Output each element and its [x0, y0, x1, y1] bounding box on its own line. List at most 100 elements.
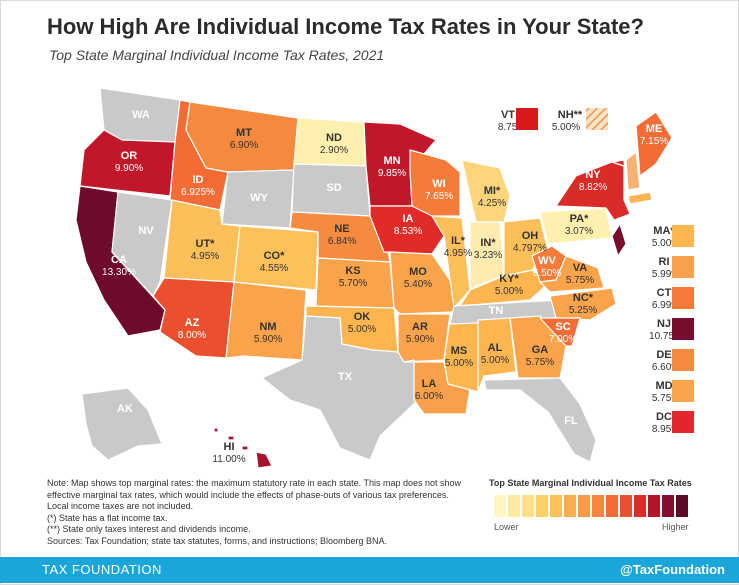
legend-swatch-4 [550, 495, 562, 517]
state-rate-co: 4.55% [260, 263, 288, 274]
legend-swatch-7 [592, 495, 604, 517]
state-SC[interactable] [539, 317, 581, 347]
state-label-wi: WI [432, 178, 445, 190]
page-subtitle: Top State Marginal Individual Income Tax… [49, 47, 385, 63]
sidebox-abbr-4: DE [656, 349, 671, 361]
callout-vt-abbr: VT [501, 109, 515, 121]
sidebox-rate-3: 10.75% [649, 331, 683, 342]
state-rate-wi: 7.65% [425, 191, 453, 202]
state-NM[interactable] [225, 281, 307, 361]
state-label-mo: MO [409, 266, 427, 278]
state-label-nd: ND [326, 132, 342, 144]
footer-bar: TAX FOUNDATION @TaxFoundation [0, 557, 739, 583]
state-IL[interactable] [431, 215, 471, 309]
state-NY[interactable] [555, 161, 631, 221]
state-NV[interactable] [111, 191, 173, 297]
state-label-wv: WV [538, 255, 556, 267]
state-rate-ok: 5.00% [348, 324, 376, 335]
state-AK[interactable] [81, 387, 163, 461]
legend-swatch-1 [508, 495, 520, 517]
legend-swatch-11 [648, 495, 660, 517]
callout-nh-abbr: NH** [558, 109, 583, 121]
state-label-az: AZ [185, 317, 200, 329]
state-VT[interactable] [611, 159, 627, 187]
state-MA[interactable] [627, 191, 653, 205]
state-label-fl: FL [564, 415, 578, 427]
state-rate-az: 8.00% [178, 330, 206, 341]
legend-swatch-6 [578, 495, 590, 517]
state-rate-ms: 5.00% [445, 358, 473, 369]
state-label-mt: MT [236, 127, 252, 139]
legend-swatch-5 [564, 495, 576, 517]
state-TX[interactable] [261, 315, 419, 461]
footer-brand[interactable]: TAX FOUNDATION [42, 562, 162, 577]
state-label-tx: TX [338, 371, 353, 383]
state-rate-al: 5.00% [481, 355, 509, 366]
state-HI[interactable] [255, 451, 273, 469]
state-label-ms: MS [451, 345, 468, 357]
state-label-sc: SC [555, 321, 570, 333]
state-label-ne: NE [334, 223, 349, 235]
state-NC[interactable] [549, 287, 617, 321]
state-rate-la: 6.00% [415, 391, 443, 402]
sidebox-rate-0: 5.00% [652, 238, 680, 249]
state-rate-ky: 5.00% [495, 286, 523, 297]
state-label-tn: TN [489, 305, 504, 317]
state-label-ok: OK [354, 311, 371, 323]
legend-title: Top State Marginal Individual Income Tax… [489, 478, 692, 488]
footer-handle[interactable]: @TaxFoundation [620, 562, 725, 577]
state-NJ[interactable] [611, 223, 627, 257]
state-label-ga: GA [532, 344, 549, 356]
state-rate-ga: 5.75% [526, 357, 554, 368]
sidebox-swatch-6 [672, 411, 694, 433]
state-rate-pa: 3.07% [565, 226, 593, 237]
state-AL[interactable] [477, 317, 517, 393]
legend-swatch-10 [634, 495, 646, 517]
sidebox-swatch-4 [672, 349, 694, 371]
state-FL[interactable] [483, 377, 597, 463]
state-label-co: CO* [264, 250, 286, 262]
note-interest: (**) State only taxes interest and divid… [47, 524, 251, 534]
state-rate-mn: 9.85% [378, 168, 406, 179]
note-flat: (*) State has a flat income tax. [47, 512, 168, 523]
state-rate-hi: 11.00% [212, 454, 245, 465]
legend-swatch-0 [494, 495, 506, 517]
state-NH[interactable] [625, 151, 641, 191]
sidebox-swatch-3 [672, 318, 694, 340]
state-label-or: OR [121, 150, 138, 162]
state-CO[interactable] [233, 225, 319, 291]
state-rate-nm: 5.90% [254, 334, 282, 345]
state-rate-ca: 13.30% [102, 267, 136, 278]
state-label-ca: CA [111, 254, 127, 266]
state-rate-in: 3.23% [474, 250, 502, 261]
callout-nh-swatch [586, 108, 608, 130]
state-label-me: ME [646, 123, 663, 135]
legend-high-label: Higher [662, 522, 689, 532]
sidebox-abbr-6: DC [656, 411, 672, 423]
state-rate-ar: 5.90% [406, 334, 434, 345]
legend-swatch-12 [662, 495, 674, 517]
state-label-sd: SD [326, 182, 341, 194]
state-label-nm: NM [259, 321, 276, 333]
legend-swatch-9 [620, 495, 632, 517]
sidebox-abbr-3: NJ [657, 318, 671, 330]
state-rate-nd: 2.90% [320, 145, 348, 156]
state-IN[interactable] [469, 221, 505, 291]
state-WI[interactable] [409, 149, 461, 217]
sidebox-abbr-1: RI [659, 256, 670, 268]
state-AR[interactable] [397, 313, 451, 363]
sidebox-swatch-2 [672, 287, 694, 309]
state-label-oh: OH [522, 230, 539, 242]
state-label-ia: IA [403, 213, 414, 225]
state-ME[interactable] [635, 111, 673, 177]
state-label-al: AL [488, 342, 503, 354]
legend-swatch-3 [536, 495, 548, 517]
state-label-va: VA [573, 262, 588, 274]
sidebox-swatch-0 [672, 225, 694, 247]
state-label-il: IL* [451, 235, 466, 247]
state-label-ks: KS [345, 265, 360, 277]
state-label-ak: AK [117, 403, 133, 415]
state-VA[interactable] [539, 255, 605, 293]
sidebox-abbr-5: MD [655, 380, 672, 392]
